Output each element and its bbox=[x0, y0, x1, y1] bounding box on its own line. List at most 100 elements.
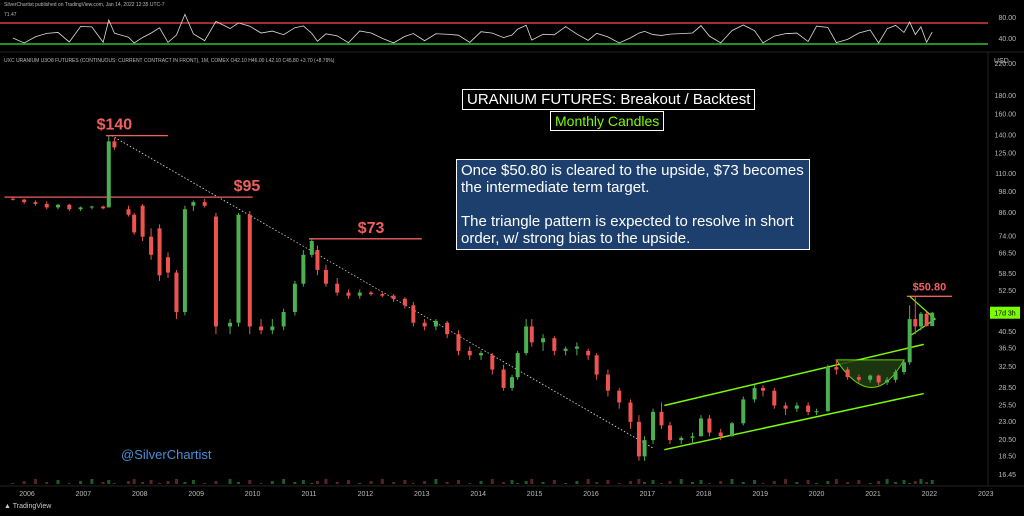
candle-body bbox=[112, 141, 117, 148]
volume-bar bbox=[423, 481, 427, 484]
volume-bar bbox=[248, 480, 252, 484]
x-tick-label: 2021 bbox=[865, 491, 881, 498]
time-axis[interactable]: 2006 2007 2008 2009 2010 2011 2012 2013 2014 2015… bbox=[19, 491, 993, 498]
volume-bar bbox=[795, 482, 799, 484]
volume-bar bbox=[930, 480, 934, 484]
volume-bar bbox=[902, 480, 906, 484]
price-axis[interactable]: 220.00 180.00 160.00 140.00 125.00 110.00 98.0… bbox=[995, 61, 1017, 479]
tradingview-logo[interactable]: ▲ TradingView bbox=[4, 503, 51, 510]
volume-bar bbox=[158, 483, 162, 484]
candle-body bbox=[191, 202, 196, 206]
volume-bar bbox=[411, 483, 415, 484]
candle-body bbox=[56, 204, 61, 208]
downtrend-line bbox=[111, 135, 654, 449]
x-tick-label: 2019 bbox=[752, 491, 768, 498]
candle-body bbox=[718, 432, 723, 437]
volume-bar bbox=[586, 479, 590, 484]
candle-body bbox=[636, 421, 641, 457]
candle-body bbox=[772, 390, 777, 406]
y-tick-label: 66.50 bbox=[998, 251, 1016, 258]
candle-body bbox=[659, 411, 664, 426]
candle-body bbox=[524, 326, 529, 354]
volume-bar bbox=[149, 480, 153, 484]
candle-body bbox=[834, 367, 839, 370]
candle-body bbox=[456, 334, 461, 351]
trend-line bbox=[111, 135, 654, 449]
volume-bar bbox=[530, 479, 534, 484]
rising-channel bbox=[664, 295, 937, 451]
candle-body bbox=[698, 418, 703, 437]
volume-bar bbox=[127, 481, 131, 484]
candle-body bbox=[586, 350, 591, 356]
volume-bar bbox=[56, 480, 60, 484]
candle-body bbox=[515, 353, 520, 378]
volume-bar bbox=[335, 482, 339, 484]
candle-body bbox=[78, 207, 83, 210]
candle-body bbox=[315, 250, 320, 270]
volume-bar bbox=[651, 480, 655, 484]
candle-body bbox=[182, 209, 187, 313]
volume-bar bbox=[191, 480, 195, 484]
y-tick-label: 180.00 bbox=[995, 93, 1017, 100]
volume-bar bbox=[643, 482, 647, 484]
volume-bar bbox=[310, 483, 314, 484]
volume-bar bbox=[564, 483, 568, 484]
x-tick-label: 2011 bbox=[301, 491, 316, 498]
volume-bar bbox=[617, 483, 621, 484]
y-tick-label: 23.00 bbox=[998, 419, 1016, 426]
x-tick-label: 2007 bbox=[76, 491, 92, 498]
candle-body bbox=[140, 205, 145, 237]
candle-body bbox=[594, 355, 599, 375]
volume-bar bbox=[628, 481, 632, 484]
x-tick-label: 2015 bbox=[527, 491, 543, 498]
volume-bar bbox=[502, 482, 506, 484]
volume-bar bbox=[174, 479, 178, 484]
candle-body bbox=[501, 369, 506, 388]
channel-lower bbox=[664, 392, 924, 451]
volume-bar bbox=[112, 483, 116, 484]
volume-bar bbox=[806, 480, 810, 484]
volume-bar bbox=[719, 481, 723, 484]
candle-body bbox=[101, 206, 106, 209]
x-tick-label: 2006 bbox=[19, 491, 35, 498]
triangle-pattern bbox=[909, 295, 937, 337]
candle-body bbox=[690, 436, 695, 438]
currency-label[interactable]: USD bbox=[994, 58, 1009, 65]
rsi-pane: 80.00 40.00 bbox=[0, 13, 1016, 45]
volume-bar bbox=[369, 481, 373, 484]
badge-text: 17d 3h bbox=[994, 311, 1016, 318]
candle-body bbox=[126, 209, 131, 215]
candle-body bbox=[918, 313, 923, 327]
volume-bar bbox=[885, 479, 889, 484]
volume-bar bbox=[132, 479, 136, 484]
volume-bar bbox=[668, 481, 672, 484]
candle-body bbox=[741, 399, 746, 424]
volume-bar bbox=[237, 482, 240, 484]
candle-body bbox=[259, 326, 264, 331]
candle-body bbox=[902, 362, 907, 373]
candle-body bbox=[270, 326, 275, 331]
candle-body bbox=[574, 346, 579, 349]
candle-body bbox=[422, 322, 427, 327]
author-watermark: @SilverChartist bbox=[121, 447, 212, 462]
volume-bar bbox=[101, 482, 105, 484]
volume-bar bbox=[403, 480, 407, 484]
channel-upper bbox=[664, 343, 924, 407]
x-tick-label: 2018 bbox=[696, 491, 712, 498]
candle-body bbox=[402, 298, 407, 306]
y-tick-label: 160.00 bbox=[995, 111, 1017, 118]
candle-body bbox=[309, 241, 314, 255]
volume-bars bbox=[11, 479, 934, 484]
y-tick-label: 28.50 bbox=[998, 385, 1016, 392]
candle-body bbox=[806, 405, 811, 412]
volume-bar bbox=[510, 480, 514, 484]
volume-bar bbox=[228, 479, 232, 484]
current-price-badge: 17d 3h bbox=[990, 306, 1020, 319]
y-tick-label: 16.45 bbox=[998, 472, 1016, 479]
volume-bar bbox=[33, 479, 37, 484]
volume-bar bbox=[834, 479, 838, 484]
candle-body bbox=[247, 214, 252, 327]
y-tick-label: 52.50 bbox=[998, 288, 1016, 295]
volume-bar bbox=[595, 482, 599, 484]
